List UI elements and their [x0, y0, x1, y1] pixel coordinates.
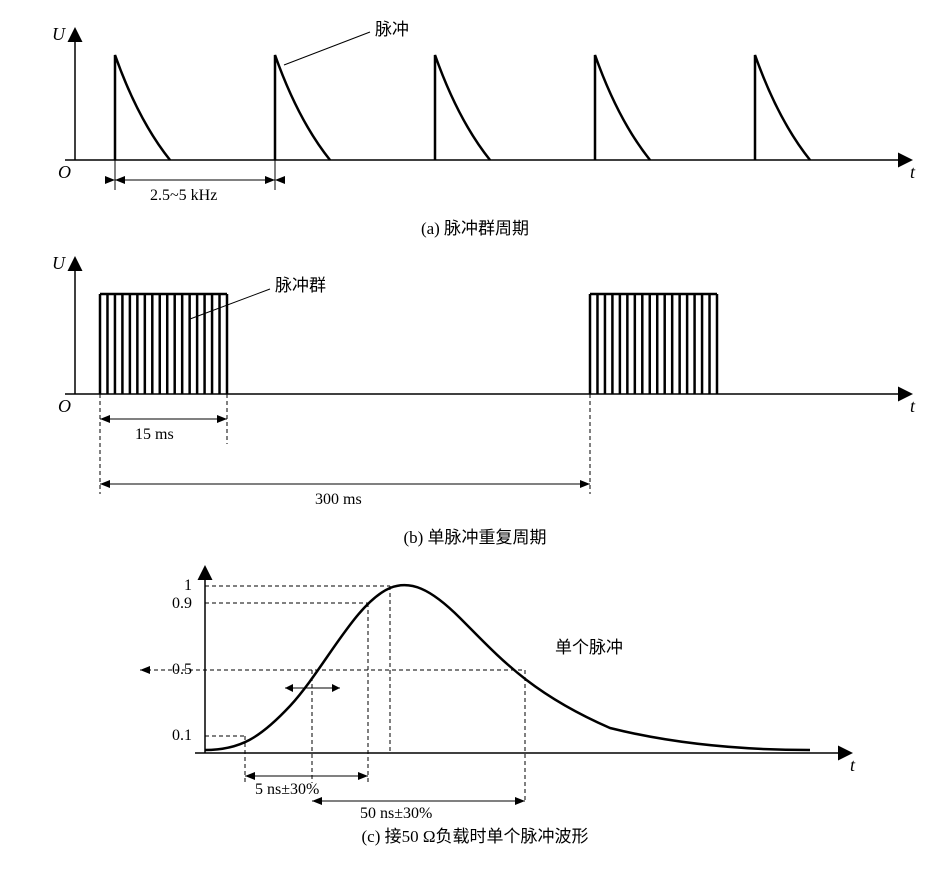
fig-c-pulse-curve	[205, 585, 810, 750]
fig-a-caption: (a) 脉冲群周期	[20, 214, 930, 239]
fig-b-burst-period: U t O 脉冲群 15 ms 300 ms	[20, 249, 930, 519]
fig-b-burst-annotation: 脉冲群	[275, 276, 326, 295]
fig-c-caption: (c) 接50 Ω负载时单个脉冲波形	[20, 822, 930, 847]
fig-c-tick-1: 1	[184, 577, 192, 594]
fig-b-burst-width-label: 15 ms	[135, 426, 174, 443]
fig-c-single-pulse: t 1 0.9 0.5 0.1 5 ns±30% 50 ns±30% 单个脉冲	[20, 558, 930, 818]
fig-c-tick-09: 0.9	[172, 595, 192, 612]
fig-c-tick-01: 0.1	[172, 727, 192, 744]
fig-c-x-label: t	[850, 755, 856, 775]
fig-b-origin: O	[58, 396, 71, 416]
fig-a-y-label: U	[52, 24, 66, 44]
fig-b-burst-1	[100, 294, 227, 394]
fig-a-period-label: 2.5~5 kHz	[150, 187, 217, 204]
fig-c-duration-label: 50 ns±30%	[360, 805, 432, 818]
fig-b-caption: (b) 单脉冲重复周期	[20, 523, 930, 548]
fig-a-pulses	[115, 55, 810, 160]
fig-c-tick-05: 0.5	[172, 661, 192, 678]
fig-a-origin: O	[58, 162, 71, 182]
fig-b-x-label: t	[910, 396, 916, 416]
fig-b-y-label: U	[52, 253, 66, 273]
fig-a-pulse-annotation: 脉冲	[375, 20, 409, 39]
fig-c-rise-label: 5 ns±30%	[255, 781, 319, 798]
fig-c-pulse-annotation: 单个脉冲	[555, 638, 623, 657]
fig-b-period-label: 300 ms	[315, 491, 362, 508]
fig-a-pulse-period: U t O 脉冲 2.5~5 kHz	[20, 20, 930, 210]
fig-b-burst-2	[590, 294, 717, 394]
fig-a-x-label: t	[910, 162, 916, 182]
